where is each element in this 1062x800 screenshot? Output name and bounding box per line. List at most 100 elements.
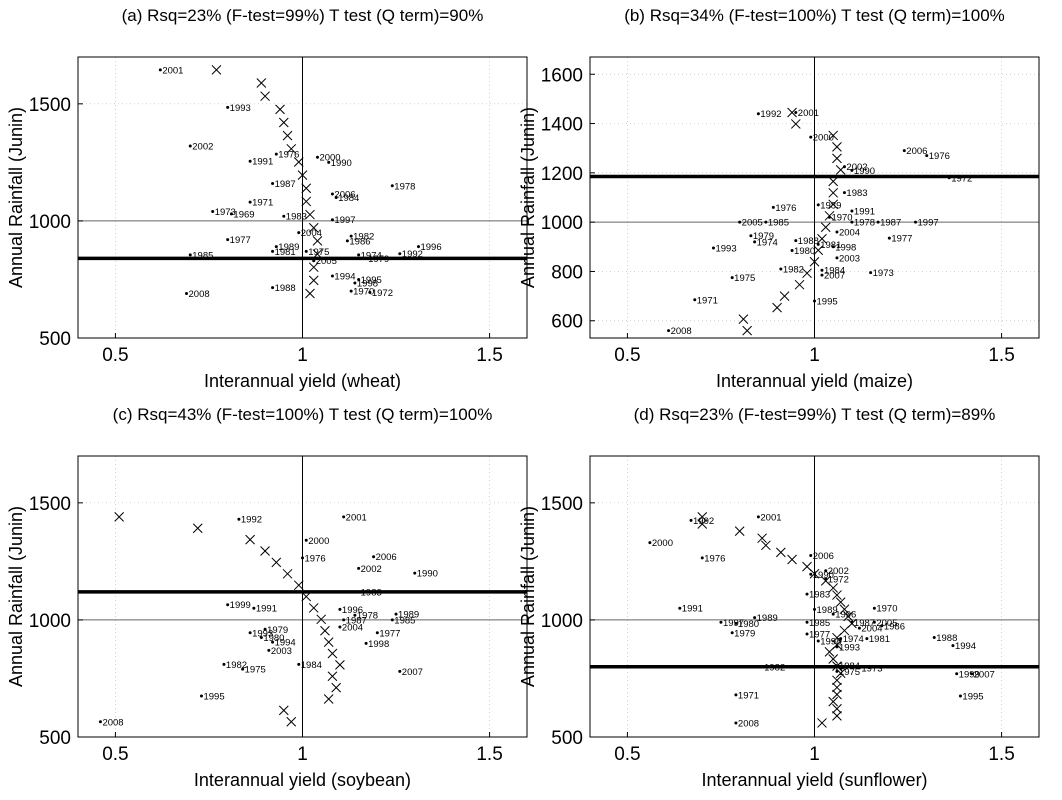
data-point: [375, 631, 379, 635]
fit-marker: [832, 689, 842, 700]
point-year-label: 1976: [704, 553, 725, 564]
data-point: [667, 329, 671, 333]
data-point: [813, 299, 816, 303]
data-point: [872, 606, 876, 610]
fit-marker: [742, 325, 753, 336]
data-point: [199, 694, 203, 698]
point-year-label: 1984: [839, 661, 860, 672]
point-year-label: 1983: [809, 590, 830, 601]
point-year-label: 1983: [846, 188, 867, 199]
data-point: [312, 259, 316, 263]
y-tick-label: 1200: [541, 164, 583, 185]
point-year-label: 2005: [316, 256, 337, 267]
point-year-label: 2008: [102, 717, 123, 728]
point-year-label: 1990: [854, 166, 875, 177]
data-point: [185, 292, 189, 296]
fit-marker-stroke: [260, 546, 270, 556]
y-tick-label: 1400: [541, 115, 583, 136]
point-year-label: 2003: [839, 253, 860, 264]
point-year-label: 1995: [817, 297, 838, 308]
fit-marker-stroke: [832, 590, 842, 600]
fit-marker: [787, 107, 797, 118]
data-point: [809, 135, 813, 139]
x-axis-label: Interannual yield (wheat): [204, 371, 401, 391]
fit-marker-stroke: [835, 597, 846, 608]
fit-marker: [286, 716, 297, 727]
y-tick-label: 500: [39, 728, 71, 749]
data-point: [857, 666, 861, 670]
point-year-label: 1987: [275, 179, 296, 190]
data-point: [364, 256, 368, 260]
data-point: [842, 191, 846, 195]
data-point: [357, 277, 361, 281]
point-year-label: 1971: [252, 198, 273, 209]
fit-marker: [301, 183, 312, 194]
data-point: [267, 648, 271, 652]
data-point: [357, 253, 361, 257]
point-year-label: 1982: [226, 660, 247, 671]
fit-marker-stroke: [828, 187, 839, 198]
fit-marker-stroke: [802, 561, 812, 572]
point-year-label: 2006: [376, 552, 397, 563]
y-tick-label: 1000: [541, 611, 583, 632]
fit-marker: [828, 583, 839, 593]
fit-marker-stroke: [301, 183, 312, 194]
data-point: [880, 624, 884, 628]
point-year-label: 1988: [798, 236, 819, 247]
fit-marker-stroke: [832, 142, 842, 152]
point-year-label: 2008: [738, 718, 759, 729]
fit-marker-stroke: [761, 540, 771, 551]
data-point: [794, 239, 798, 243]
fit-marker-stroke: [278, 705, 289, 716]
point-year-label: 1988: [936, 633, 957, 644]
fit-marker-stroke: [271, 557, 282, 568]
point-year-label: 2004: [839, 228, 860, 239]
data-point: [753, 240, 757, 244]
x-tick-label: 1.5: [988, 345, 1014, 366]
point-year-label: 1984: [301, 660, 322, 671]
fit-marker-stroke: [787, 554, 797, 565]
point-year-label: 2006: [334, 189, 355, 200]
fit-marker: [787, 554, 797, 565]
data-point: [794, 110, 798, 114]
data-point: [850, 620, 854, 624]
point-year-label: 1990: [331, 158, 352, 169]
fit-marker-stroke: [828, 583, 839, 593]
point-year-label: 1993: [252, 628, 273, 639]
point-year-label: 1998: [835, 242, 856, 253]
point-year-label: 1995: [203, 692, 224, 703]
y-tick-label: 1500: [29, 95, 71, 116]
data-point: [734, 621, 738, 625]
point-year-label: 1994: [275, 638, 296, 649]
point-year-label: 1975: [839, 667, 860, 678]
fit-marker: [308, 262, 319, 273]
data-point: [887, 236, 891, 240]
fit-marker-stroke: [256, 78, 267, 88]
fit-marker: [832, 682, 842, 693]
data-point: [850, 220, 854, 224]
fit-marker: [256, 78, 267, 88]
fit-marker-stroke: [775, 547, 786, 558]
point-year-label: 1991: [252, 157, 273, 168]
fit-marker-stroke: [282, 568, 293, 579]
fit-marker-stroke: [331, 682, 342, 693]
fit-marker: [790, 119, 801, 129]
data-point: [274, 152, 278, 156]
point-year-label: 2000: [813, 133, 834, 144]
point-year-label: 2006: [813, 551, 834, 562]
fit-marker-stroke: [697, 519, 708, 529]
data-point: [282, 214, 286, 218]
fit-marker-stroke: [757, 533, 767, 544]
fit-marker: [832, 590, 842, 600]
fit-marker-stroke: [802, 268, 812, 279]
fit-marker-stroke: [327, 671, 338, 682]
data-point: [730, 631, 734, 635]
fit-marker-stroke: [308, 222, 319, 233]
point-year-label: 1980: [794, 246, 815, 257]
fit-marker-stroke: [305, 288, 315, 299]
fit-marker-stroke: [211, 65, 222, 75]
data-point: [842, 165, 846, 169]
fit-marker-stroke: [312, 249, 323, 259]
point-year-label: 2004: [342, 622, 363, 633]
